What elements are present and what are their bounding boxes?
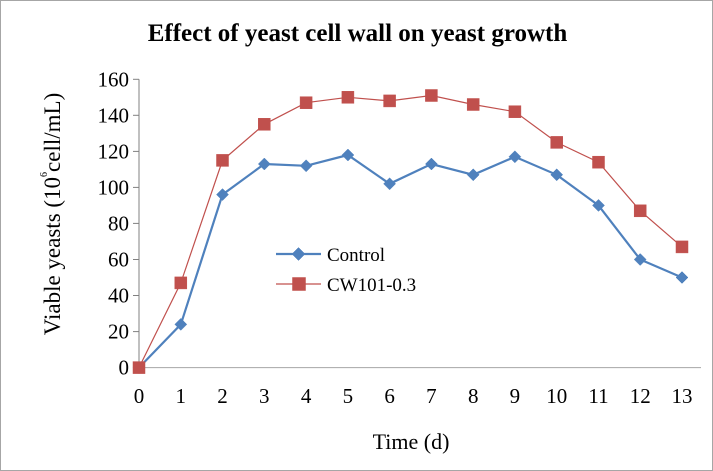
svg-text:140: 140 [98,103,130,127]
svg-text:12: 12 [630,384,651,408]
svg-text:80: 80 [108,211,129,235]
svg-text:20: 20 [108,320,129,344]
svg-text:6: 6 [384,384,395,408]
svg-text:4: 4 [301,384,312,408]
svg-text:13: 13 [672,384,693,408]
svg-text:0: 0 [119,356,130,380]
svg-text:10: 10 [546,384,567,408]
svg-text:160: 160 [98,67,130,91]
svg-text:5: 5 [343,384,354,408]
svg-text:0: 0 [134,384,145,408]
svg-text:Control: Control [327,245,385,266]
svg-text:1: 1 [176,384,187,408]
svg-text:9: 9 [510,384,521,408]
svg-text:3: 3 [259,384,270,408]
svg-text:7: 7 [426,384,437,408]
svg-text:CW101-0.3: CW101-0.3 [327,275,416,296]
svg-text:40: 40 [108,284,129,308]
svg-text:120: 120 [98,139,130,163]
svg-text:100: 100 [98,175,130,199]
svg-text:11: 11 [588,384,608,408]
svg-text:60: 60 [108,248,129,272]
svg-text:2: 2 [217,384,228,408]
svg-text:8: 8 [468,384,479,408]
